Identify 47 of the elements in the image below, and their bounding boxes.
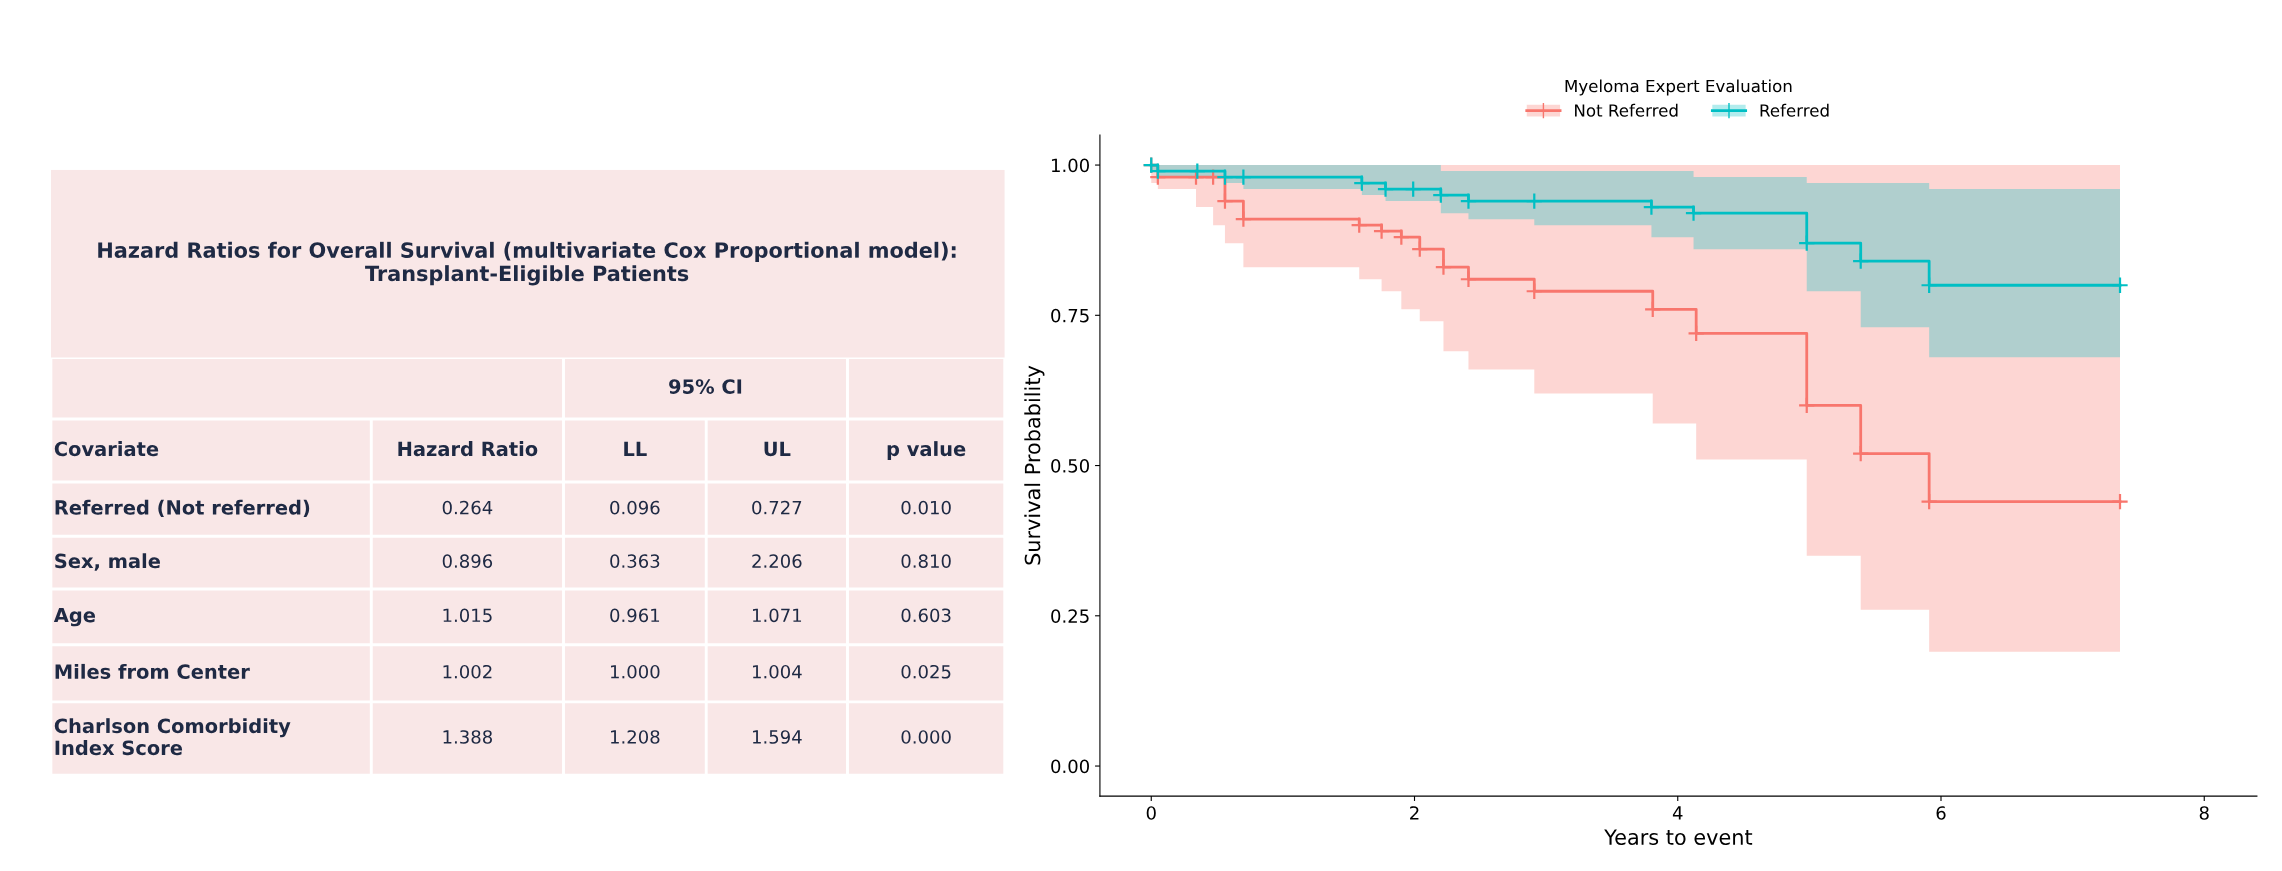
y-tick-label: 0.75 [1051,308,1089,323]
text: 1.208 [611,730,660,744]
text: LL [624,441,647,456]
text: Referred (Not referred) [55,499,310,518]
y-tick-label: 0.50 [1051,459,1089,473]
text: Covariate [54,441,159,457]
text: Charlson Comorbidity Index Score [54,718,291,756]
text: 1.071 [752,608,802,623]
text: 0.010 [901,500,951,515]
text: 0.264 [442,500,493,515]
text: Sex, male [55,553,160,571]
text: 0.896 [442,554,493,568]
text: 2.206 [752,554,802,568]
text: p value [887,441,966,460]
text: Hazard Ratio [398,441,538,457]
x-tick-label: 8 [2199,806,2209,820]
text: Hazard Ratios for Overall Survival (multivariate Cox Proportional model): Transplant-Eligible Patients [98,241,956,286]
text: 0.961 [610,608,660,623]
text: 95% CI [669,379,742,394]
y-tick-label: 1.00 [1051,158,1089,173]
y-tick-label: 0.25 [1051,609,1089,623]
legend-label: Referred [1760,103,1829,117]
text: 1.002 [443,664,492,679]
text: 0.727 [752,500,802,515]
text: Miles from Center [55,663,250,679]
x-tick-label: 6 [1936,806,1946,820]
text: 0.603 [901,608,951,623]
text: UL [764,441,791,457]
y-axis-title: Survival Probability [1024,365,1045,565]
text: 1.594 [752,730,802,744]
x-tick-label: 0 [1146,806,1156,820]
text: 1.000 [611,664,660,679]
text: Age [53,607,96,627]
text: 0.363 [610,554,660,568]
text: 1.388 [443,730,492,744]
x-tick-label: 2 [1410,806,1419,820]
x-tick-label: 4 [1672,806,1683,820]
text: 1.015 [443,608,492,623]
text: 0.810 [901,554,951,568]
text: 0.025 [901,664,951,679]
legend-label: Not Referred [1575,103,1678,117]
x-axis-title: Years to event [1604,829,1753,845]
text: 0.000 [901,730,951,744]
legend-title: Myeloma Expert Evaluation [1565,79,1792,96]
y-tick-label: 0.00 [1051,759,1089,774]
text: 0.096 [610,500,660,515]
text: 1.004 [752,664,802,679]
